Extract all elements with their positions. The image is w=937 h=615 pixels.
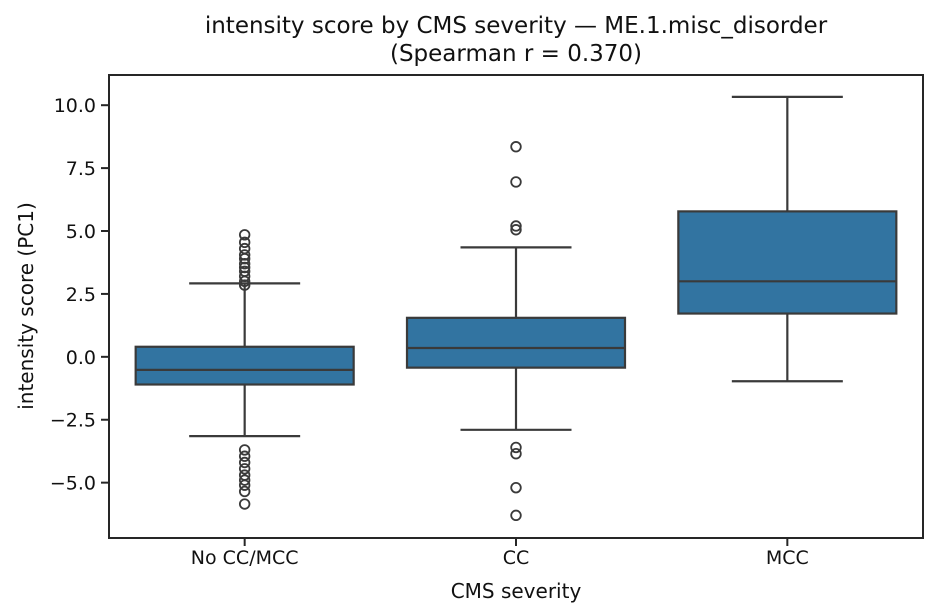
chart-title-line1: intensity score by CMS severity — ME.1.m… — [205, 13, 828, 39]
x-axis-label: CMS severity — [451, 579, 582, 603]
box-group-mcc — [677, 95, 898, 383]
outlier-point — [510, 448, 522, 460]
outlier-point — [510, 141, 522, 153]
outlier-point — [510, 176, 522, 188]
outlier-point — [238, 450, 251, 462]
outlier-point — [238, 498, 251, 510]
plot-region: 10.0 7.5 5.0 2.5 0.0 −2.5 −5.0 No CC/MCC CC MCC — [50, 74, 924, 569]
box-group-no-cc-mcc — [134, 229, 355, 510]
outlier-point — [510, 441, 522, 454]
outlier-point — [510, 220, 522, 232]
iqr-box — [405, 316, 627, 369]
outlier-point — [238, 456, 251, 469]
outlier-point — [510, 224, 522, 236]
y-tick-label: 2.5 — [66, 284, 96, 306]
chart-title-line2: (Spearman r = 0.370) — [390, 41, 642, 67]
plot-area — [108, 74, 924, 539]
y-tick-label: −2.5 — [50, 410, 96, 432]
y-tick-label: −5.0 — [50, 473, 96, 495]
iqr-box — [677, 210, 898, 315]
x-tick-label-no-cc-mcc: No CC/MCC — [191, 547, 299, 569]
outlier-point — [238, 236, 251, 249]
outlier-point — [238, 249, 251, 261]
outlier-point — [510, 509, 522, 522]
outlier-point — [238, 444, 251, 456]
iqr-box — [134, 345, 355, 386]
y-tick-label: 0.0 — [66, 347, 96, 369]
x-tick-label-cc: CC — [503, 547, 530, 569]
outlier-point — [238, 485, 251, 498]
y-tick-label: 5.0 — [66, 221, 96, 243]
outlier-point — [238, 242, 251, 255]
outlier-point — [238, 474, 251, 486]
y-tick-label: 7.5 — [66, 158, 96, 180]
box-group-cc — [405, 141, 627, 522]
y-axis-label: intensity score (PC1) — [14, 202, 38, 410]
outlier-point — [238, 463, 251, 475]
outlier-point — [238, 229, 251, 241]
outlier-point — [238, 265, 251, 277]
x-tick-label-mcc: MCC — [766, 547, 809, 569]
y-tick-label: 10.0 — [54, 95, 96, 117]
outlier-point — [510, 481, 522, 494]
outlier-point — [238, 479, 251, 491]
